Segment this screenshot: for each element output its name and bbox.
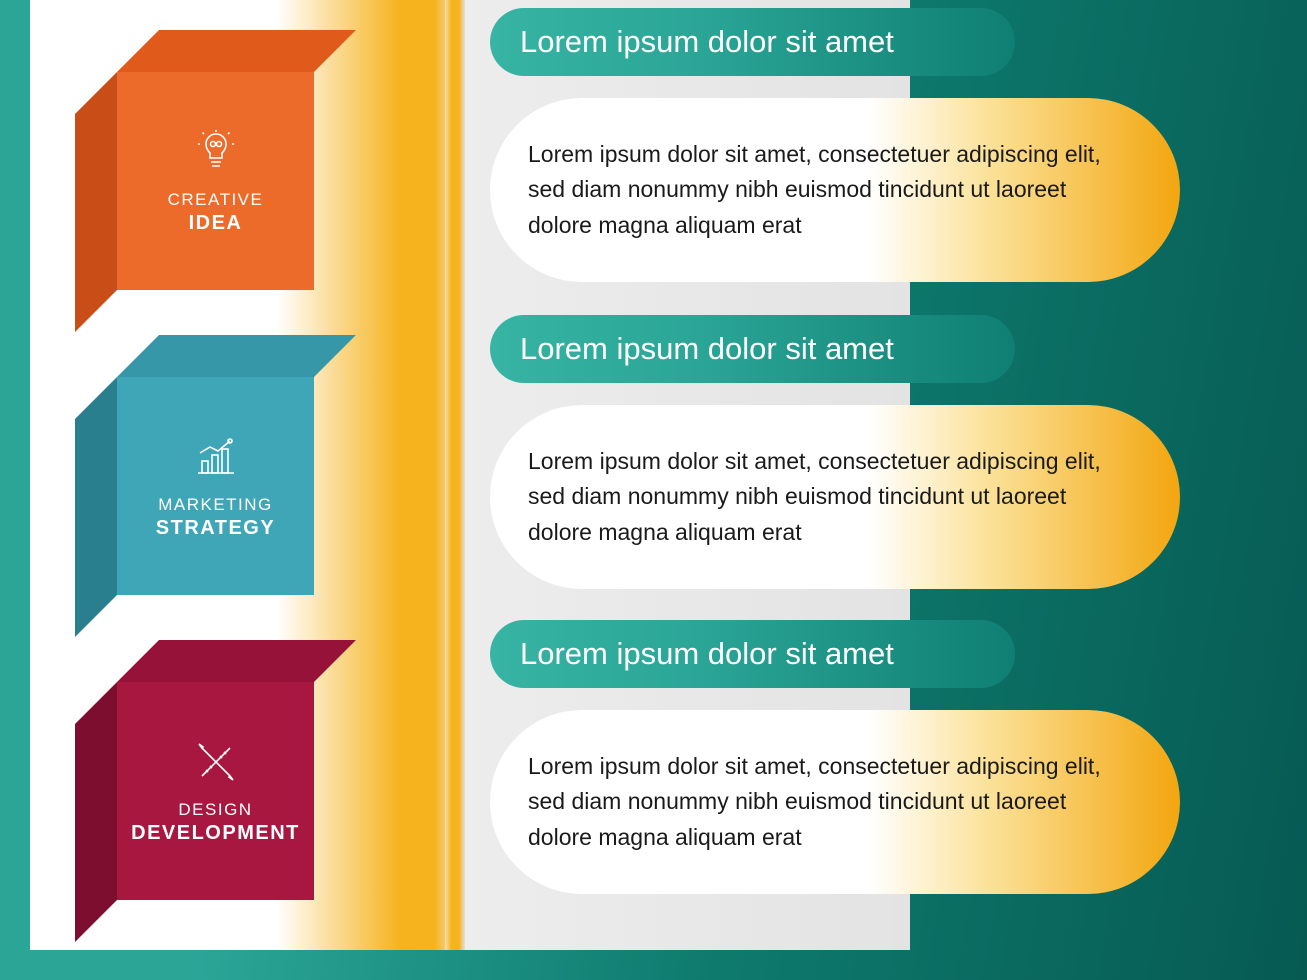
cube-top-face bbox=[117, 640, 356, 682]
cube-top-face bbox=[117, 335, 356, 377]
cube-front-face: DESIGN DEVELOPMENT bbox=[117, 682, 314, 900]
cube-label-line1: MARKETING bbox=[158, 495, 273, 515]
cube-marketing: MARKETING STRATEGY bbox=[75, 335, 310, 595]
chart-icon bbox=[192, 433, 240, 481]
section-body-text: Lorem ipsum dolor sit amet, consectetuer… bbox=[528, 444, 1130, 551]
section-title: Lorem ipsum dolor sit amet bbox=[490, 620, 1015, 688]
cube-label-line2: IDEA bbox=[189, 212, 243, 235]
section-title: Lorem ipsum dolor sit amet bbox=[490, 315, 1015, 383]
section-body: Lorem ipsum dolor sit amet, consectetuer… bbox=[490, 405, 1180, 589]
gold-stripe bbox=[445, 0, 465, 950]
cube-label-line2: DEVELOPMENT bbox=[131, 822, 300, 845]
cube-front-face: CREATIVE IDEA bbox=[117, 72, 314, 290]
cube-top-face bbox=[117, 30, 356, 72]
cube-label-line1: DESIGN bbox=[178, 800, 252, 820]
section-3: Lorem ipsum dolor sit amet Lorem ipsum d… bbox=[490, 620, 1180, 894]
cube-creative: CREATIVE IDEA bbox=[75, 30, 310, 290]
section-1: Lorem ipsum dolor sit amet Lorem ipsum d… bbox=[490, 8, 1180, 282]
design-icon bbox=[192, 738, 240, 786]
cube-side-face bbox=[75, 377, 117, 637]
section-title: Lorem ipsum dolor sit amet bbox=[490, 8, 1015, 76]
cube-design: DESIGN DEVELOPMENT bbox=[75, 640, 310, 900]
section-body: Lorem ipsum dolor sit amet, consectetuer… bbox=[490, 98, 1180, 282]
cube-front-face: MARKETING STRATEGY bbox=[117, 377, 314, 595]
cube-side-face bbox=[75, 72, 117, 332]
cube-label-line2: STRATEGY bbox=[156, 517, 275, 540]
section-body: Lorem ipsum dolor sit amet, consectetuer… bbox=[490, 710, 1180, 894]
section-2: Lorem ipsum dolor sit amet Lorem ipsum d… bbox=[490, 315, 1180, 589]
section-body-text: Lorem ipsum dolor sit amet, consectetuer… bbox=[528, 137, 1130, 244]
lightbulb-icon bbox=[192, 128, 240, 176]
cube-label-line1: CREATIVE bbox=[168, 190, 264, 210]
cube-side-face bbox=[75, 682, 117, 942]
section-body-text: Lorem ipsum dolor sit amet, consectetuer… bbox=[528, 749, 1130, 856]
